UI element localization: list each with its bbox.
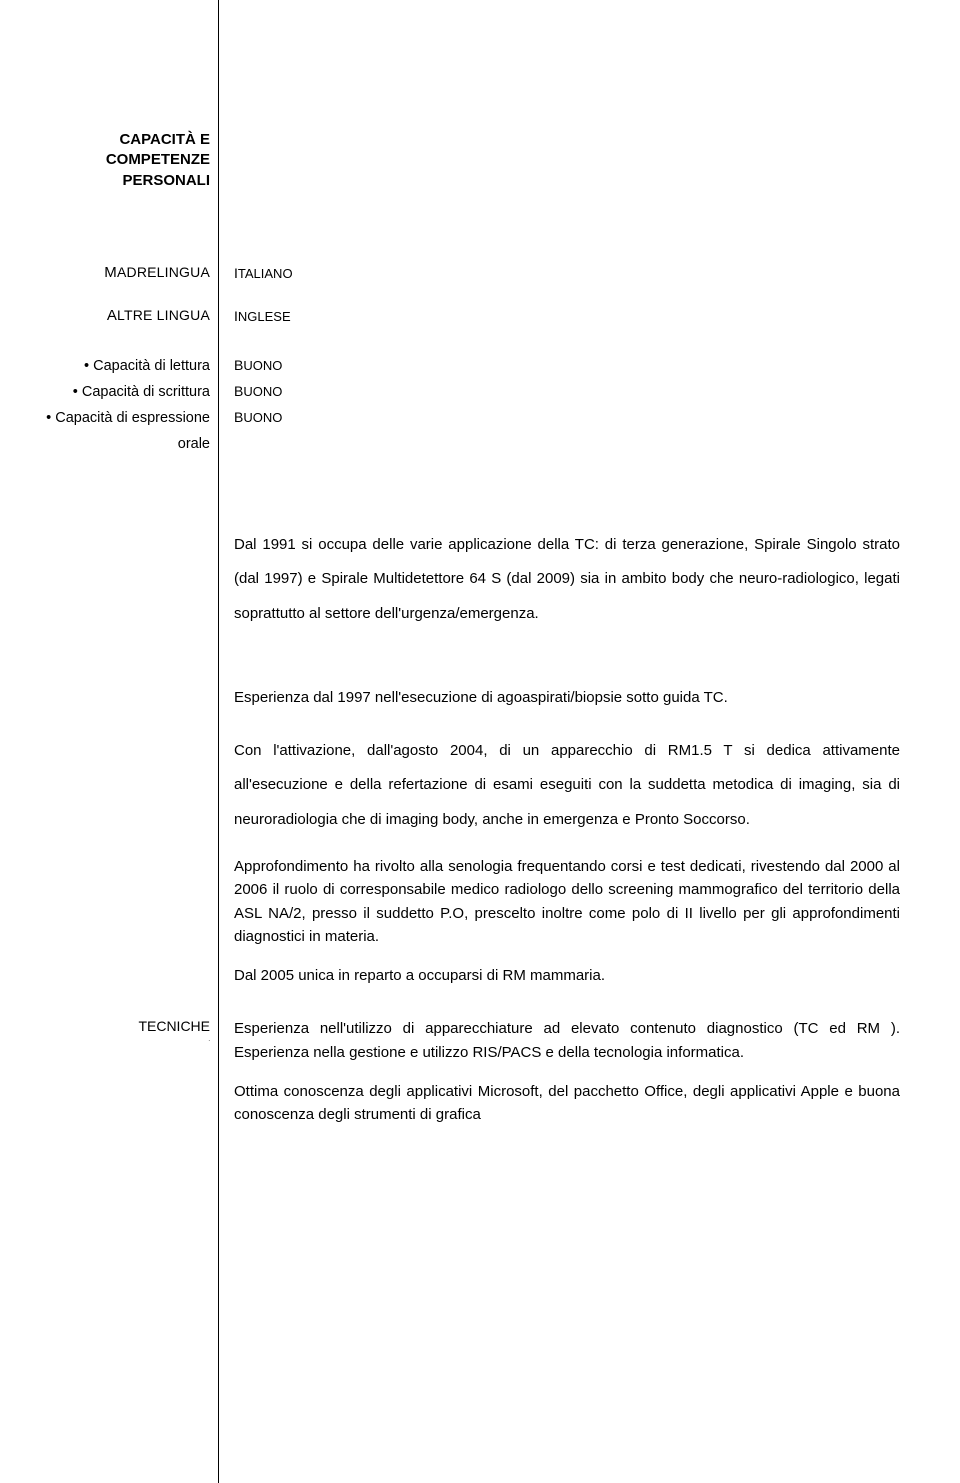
- skill-label: • Capacità di scrittura: [73, 384, 210, 400]
- madrelingua-label: MADRELINGUA: [104, 264, 210, 280]
- section-header-row: CAPACITÀ E COMPETENZE PERSONALI: [30, 130, 900, 191]
- tecniche-row: TECNICHE . Esperienza nell'utilizzo di a…: [30, 1017, 900, 1126]
- paragraph: Ottima conoscenza degli applicativi Micr…: [234, 1080, 900, 1127]
- madrelingua-value: ITALIANO: [234, 266, 293, 281]
- skill-label: • Capacità di espressione orale: [46, 410, 210, 452]
- altre-lingua-row: ALTRE LINGUA INGLESE: [30, 304, 900, 329]
- section-title-line1: CAPACITÀ E COMPETENZE: [30, 130, 210, 171]
- paragraph: Esperienza dal 1997 nell'esecuzione di a…: [234, 681, 900, 716]
- skill-value: BUONO: [234, 358, 282, 373]
- tecniche-dot: .: [30, 1037, 210, 1043]
- paragraph: Approfondimento ha rivolto alla senologi…: [234, 855, 900, 948]
- paragraph: Dal 2005 unica in reparto a occuparsi di…: [234, 964, 900, 987]
- vertical-divider: [218, 0, 219, 1483]
- madrelingua-row: MADRELINGUA ITALIANO: [30, 261, 900, 286]
- skill-row: • Capacità di espressione orale BUONO: [30, 405, 900, 457]
- section-title-line2: PERSONALI: [30, 171, 210, 191]
- altre-lingua-label: ALTRE LINGUA: [107, 307, 210, 323]
- paragraph: Con l'attivazione, dall'agosto 2004, di …: [234, 734, 900, 838]
- altre-lingua-value: INGLESE: [234, 309, 291, 324]
- paragraph: Dal 1991 si occupa delle varie applicazi…: [234, 528, 900, 632]
- skill-row: • Capacità di lettura BUONO: [30, 353, 900, 379]
- skill-value: BUONO: [234, 410, 282, 425]
- body-row: Dal 1991 si occupa delle varie applicazi…: [30, 528, 900, 988]
- skill-row: • Capacità di scrittura BUONO: [30, 379, 900, 405]
- paragraph: Esperienza nell'utilizzo di apparecchiat…: [234, 1017, 900, 1064]
- skill-label: • Capacità di lettura: [84, 358, 210, 374]
- cv-page: CAPACITÀ E COMPETENZE PERSONALI MADRELIN…: [0, 0, 960, 1483]
- tecniche-label: TECNICHE: [30, 1017, 210, 1037]
- skill-value: BUONO: [234, 384, 282, 399]
